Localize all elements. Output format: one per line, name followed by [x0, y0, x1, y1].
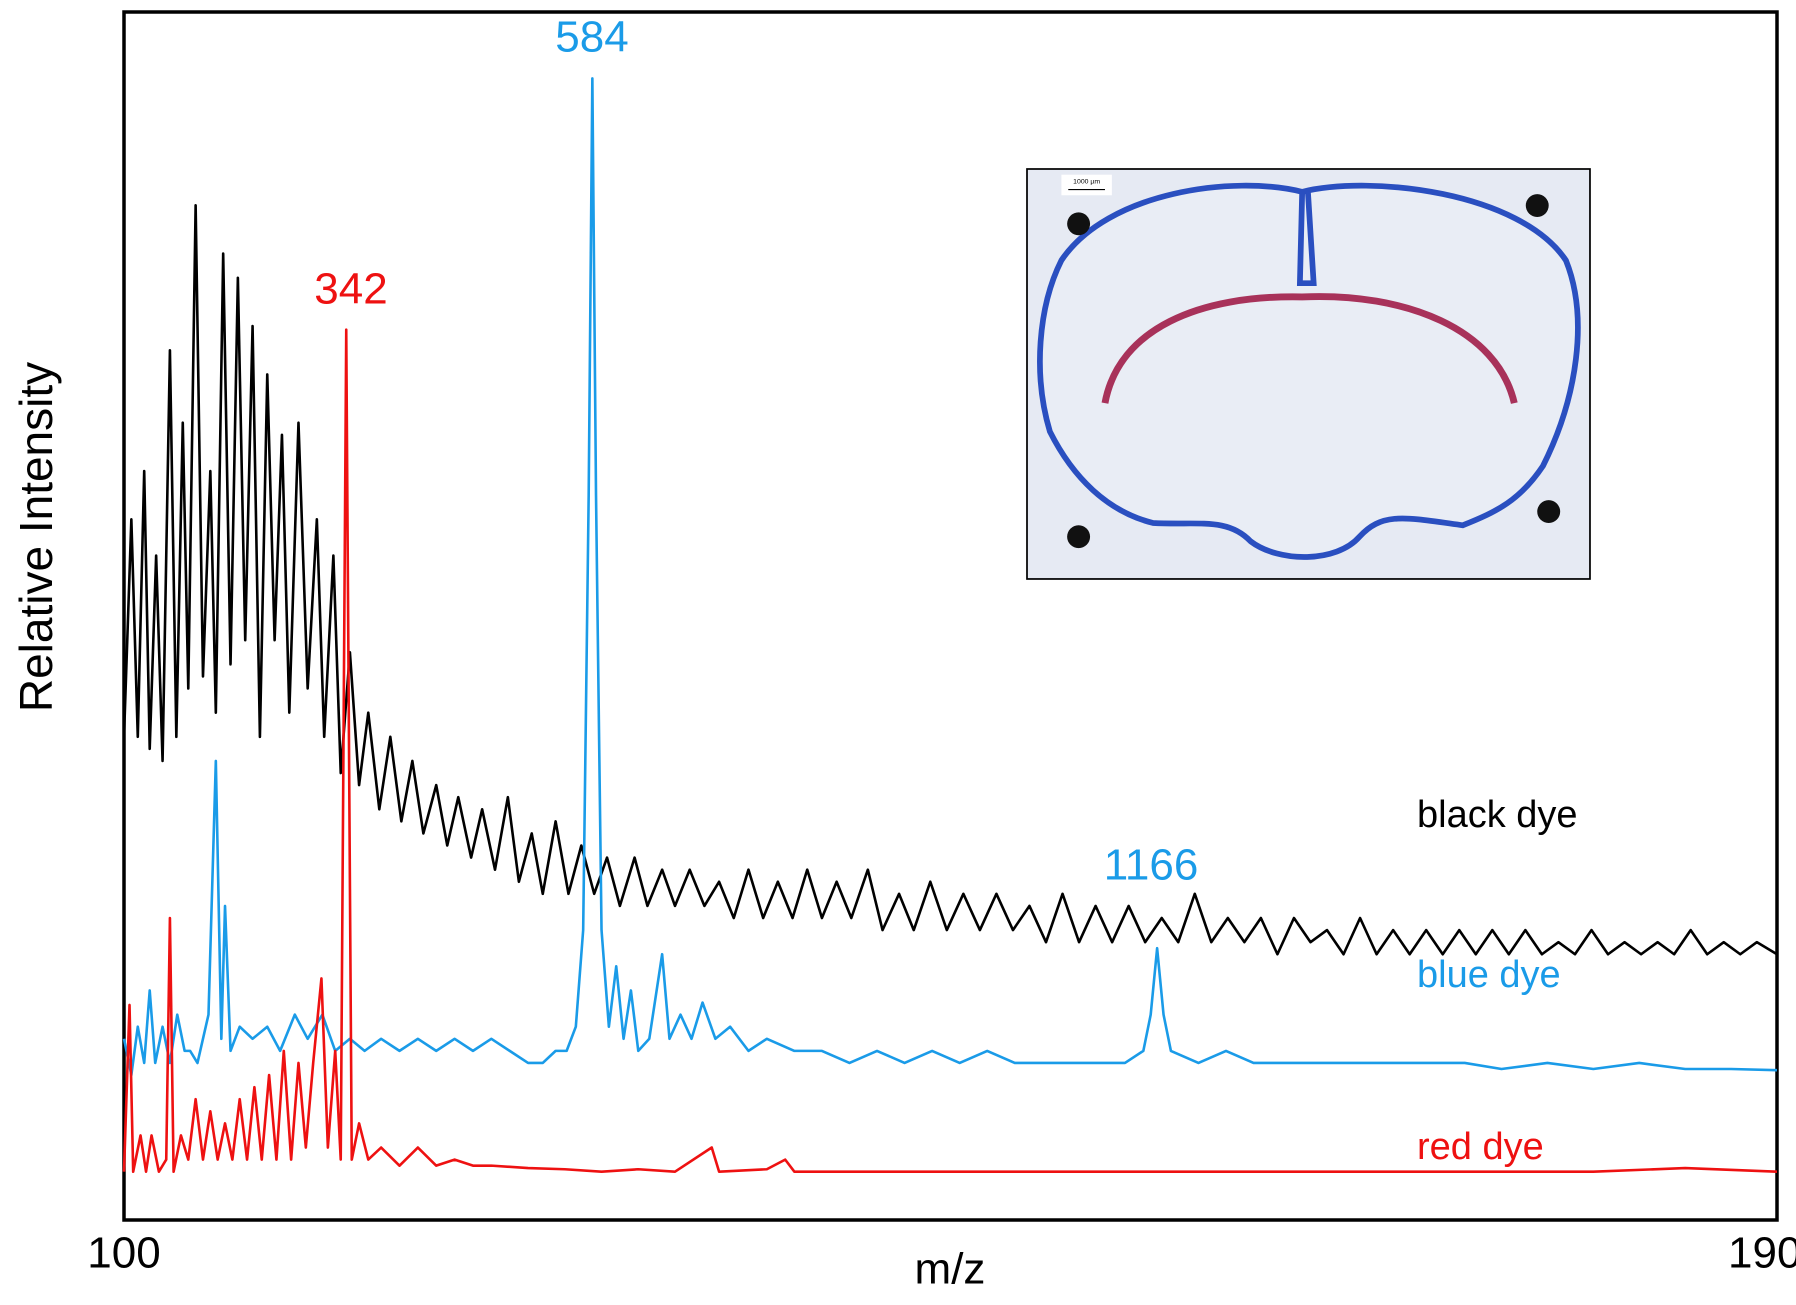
marker-dot [1067, 525, 1091, 549]
series-layer [122, 77, 1778, 1173]
x-tick-label: 1900 [1728, 1229, 1796, 1278]
x-axis-label: m/z [915, 1245, 986, 1294]
y-axis-label: Relative Intensity [10, 362, 62, 712]
series-label: black dye [1417, 794, 1578, 836]
scale-bar-label: 1000 µm [1073, 178, 1100, 185]
brain-outline [1037, 182, 1581, 560]
series-label: red dye [1417, 1126, 1544, 1168]
peak-annotation: 342 [314, 265, 387, 314]
spectrum-line [122, 77, 1778, 1077]
peak-annotation: 584 [555, 13, 628, 62]
red-dye-region [1101, 293, 1518, 404]
spectrum-line [122, 328, 1778, 1173]
peak-annotation: 1166 [1104, 841, 1199, 890]
marker-dot [1067, 212, 1091, 236]
x-tick-label: 100 [87, 1229, 160, 1278]
spectrum-line [122, 203, 1778, 956]
plot-frame [122, 10, 1779, 1222]
brain-midline [1296, 191, 1317, 287]
inset-image: 1000 µm [1026, 168, 1591, 580]
series-label: blue dye [1417, 954, 1561, 996]
marker-dot [1525, 194, 1549, 217]
scale-bar-bg [1061, 174, 1112, 196]
marker-dot [1537, 500, 1561, 524]
